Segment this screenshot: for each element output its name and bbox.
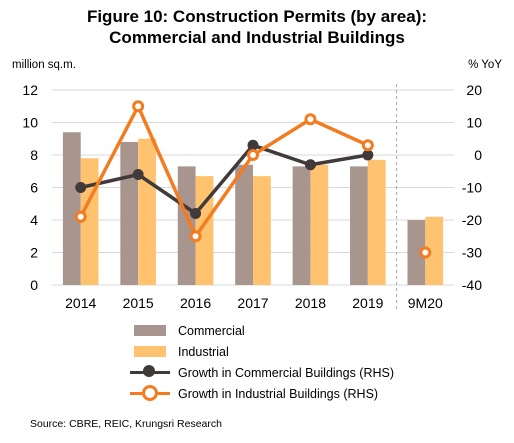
- legend-swatch-industrial: [130, 341, 170, 362]
- y-tick-label-right: 0: [474, 147, 482, 163]
- x-tick-label: 2014: [65, 295, 96, 311]
- bar-commercial: [177, 166, 196, 285]
- y-tick-label-left: 4: [30, 212, 38, 228]
- bar-industrial: [195, 176, 214, 285]
- y-tick-label-left: 2: [30, 245, 38, 261]
- legend-item-industrial: Industrial: [130, 341, 450, 362]
- bar-industrial: [310, 164, 329, 285]
- bar-commercial: [120, 142, 139, 285]
- x-tick-label: 2015: [123, 295, 154, 311]
- source-note: Source: CBRE, REIC, Krungsri Research: [30, 418, 222, 430]
- growth-commercial-line: [80, 143, 369, 216]
- growth-industrial-marker: [361, 139, 374, 152]
- y-tick-label-left: 6: [30, 180, 38, 196]
- y-axis-label-left: million sq.m.: [12, 59, 76, 71]
- y-tick-label-left: 12: [22, 82, 38, 98]
- x-tick-label: 2017: [237, 295, 268, 311]
- bar-industrial: [425, 216, 444, 285]
- y-tick-label-right: -10: [462, 180, 482, 196]
- bar-industrial: [253, 176, 271, 285]
- bar-commercial: [292, 166, 311, 285]
- legend-item-commercial: Commercial: [130, 320, 450, 341]
- y-tick-label-left: 10: [22, 115, 38, 131]
- y-tick-label-right: 10: [466, 115, 482, 131]
- legend-swatch-growth-industrial: [130, 383, 170, 404]
- bar-commercial: [407, 220, 426, 285]
- y-tick-label-right: -40: [462, 277, 482, 293]
- x-tick-label: 9M20: [408, 295, 443, 311]
- bar-industrial: [367, 159, 386, 285]
- y-tick-label-left: 0: [30, 277, 38, 293]
- bar-industrial: [138, 138, 156, 285]
- x-tick-label: 2019: [352, 295, 383, 311]
- growth-commercial-marker: [247, 139, 259, 151]
- chart-title: Figure 10: Construction Permits (by area…: [0, 6, 514, 48]
- chart-title-line2: Commercial and Industrial Buildings: [109, 28, 405, 47]
- growth-industrial-marker: [74, 210, 87, 223]
- growth-industrial-marker: [247, 149, 259, 161]
- y-tick-label-right: -30: [462, 245, 482, 261]
- legend-item-growth-commercial: Growth in Commercial Buildings (RHS): [130, 362, 450, 383]
- legend: Commercial Industrial Growth in Commerci…: [130, 320, 450, 404]
- plot-area: million sq.m. % YoY 0 2 4 6 8 10 12 -40 -30 -20 -10 0…: [12, 59, 502, 312]
- y-tick-label-right: 20: [466, 82, 482, 98]
- growth-commercial-marker: [132, 169, 144, 180]
- bar-commercial: [350, 166, 368, 285]
- growth-commercial-marker: [362, 149, 374, 161]
- growth-commercial-marker: [75, 182, 87, 193]
- legend-label-growth-commercial: Growth in Commercial Buildings (RHS): [178, 365, 395, 380]
- bar-commercial: [62, 132, 81, 285]
- y-tick-label-right: -20: [462, 212, 482, 228]
- growth-industrial-line: [79, 104, 369, 238]
- growth-commercial-marker: [304, 159, 316, 171]
- legend-swatch-commercial: [130, 320, 170, 341]
- legend-label-growth-industrial: Growth in Industrial Buildings (RHS): [178, 386, 379, 401]
- growth-industrial-marker: [419, 246, 432, 259]
- growth-industrial-marker: [132, 100, 145, 113]
- bar-commercial: [235, 164, 253, 285]
- y-axis-label-right: % YoY: [468, 59, 502, 71]
- x-tick-label: 2016: [180, 295, 211, 311]
- growth-industrial-marker: [304, 113, 317, 126]
- y-tick-label-left: 8: [30, 147, 38, 163]
- legend-label-industrial: Industrial: [178, 344, 229, 359]
- legend-item-growth-industrial: Growth in Industrial Buildings (RHS): [130, 383, 450, 404]
- growth-commercial-marker: [190, 208, 202, 219]
- legend-swatch-growth-commercial: [130, 362, 170, 383]
- legend-label-commercial: Commercial: [178, 323, 245, 338]
- chart-title-line1: Figure 10: Construction Permits (by area…: [86, 7, 428, 26]
- growth-industrial-marker: [189, 230, 202, 243]
- x-tick-label: 2018: [295, 295, 326, 311]
